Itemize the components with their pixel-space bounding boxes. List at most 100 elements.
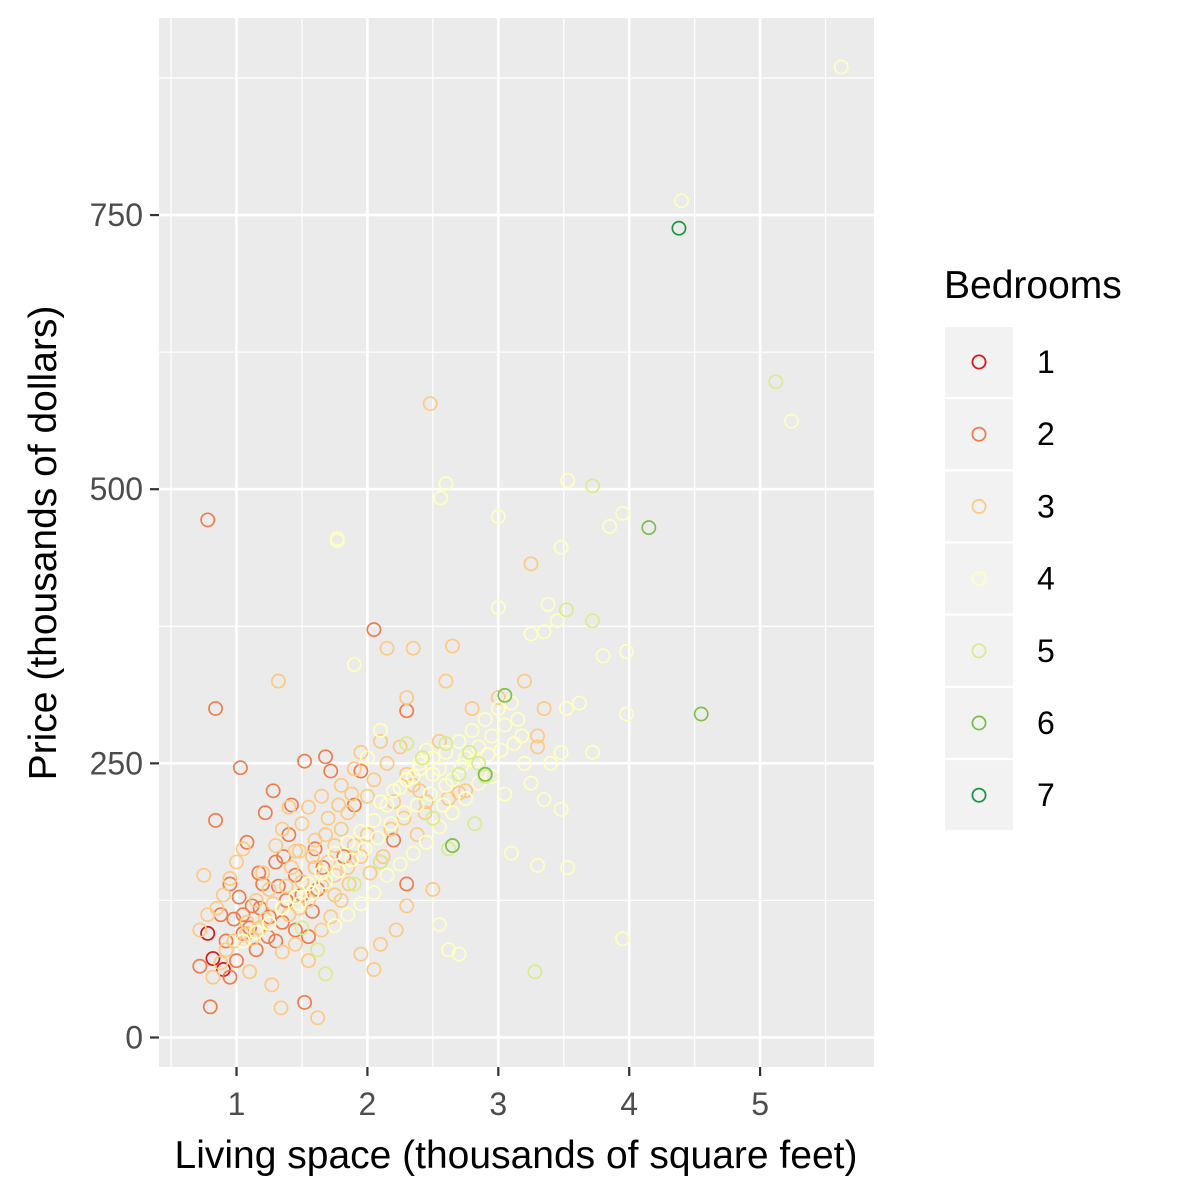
legend-key-bg: [945, 615, 1013, 686]
data-point-bedrooms-3: [323, 909, 339, 925]
data-point-bedrooms-4: [353, 823, 369, 839]
data-point-bedrooms-2: [222, 969, 238, 985]
data-point-bedrooms-4: [422, 786, 438, 802]
data-point-bedrooms-3: [255, 865, 271, 881]
data-point-bedrooms-4: [409, 797, 425, 813]
data-point-bedrooms-5: [462, 744, 477, 760]
data-point-bedrooms-4: [340, 834, 356, 850]
data-point-bedrooms-3: [287, 843, 303, 859]
data-point-bedrooms-3: [301, 799, 316, 815]
data-point-bedrooms-4: [553, 801, 569, 817]
data-point-bedrooms-2: [399, 876, 415, 892]
data-point-bedrooms-3: [287, 936, 303, 952]
data-point-bedrooms-3: [218, 942, 234, 958]
data-point-bedrooms-3: [291, 843, 307, 859]
data-point-bedrooms-3: [530, 739, 546, 755]
data-point-bedrooms-4: [497, 786, 513, 802]
data-point-bedrooms-3: [215, 887, 231, 903]
data-point-bedrooms-1: [205, 951, 221, 966]
data-point-bedrooms-3: [192, 922, 208, 938]
data-point-bedrooms-4: [553, 539, 569, 555]
data-point-bedrooms-4: [383, 816, 399, 832]
x-tick-label: 4: [620, 1086, 638, 1122]
data-point-bedrooms-4: [458, 790, 474, 806]
x-tick-label: 1: [228, 1086, 246, 1122]
data-point-bedrooms-5: [768, 374, 784, 390]
data-point-bedrooms-4: [517, 755, 532, 771]
data-point-bedrooms-4: [396, 805, 412, 821]
data-point-bedrooms-2: [297, 753, 313, 769]
data-point-bedrooms-4: [615, 931, 631, 947]
data-point-bedrooms-4: [506, 736, 522, 752]
data-point-bedrooms-3: [264, 977, 280, 993]
legend-title: Bedrooms: [944, 264, 1122, 307]
data-point-bedrooms-3: [422, 396, 438, 412]
data-point-bedrooms-2: [307, 841, 323, 857]
data-point-bedrooms-4: [536, 792, 552, 807]
data-point-bedrooms-3: [379, 755, 395, 771]
data-point-bedrooms-2: [323, 763, 339, 779]
data-point-bedrooms-4: [353, 896, 369, 912]
data-point-bedrooms-3: [213, 955, 229, 971]
data-point-bedrooms-4: [558, 701, 574, 716]
data-point-bedrooms-5: [558, 602, 574, 618]
data-point-bedrooms-4: [549, 613, 565, 629]
data-point-bedrooms-4: [327, 918, 343, 934]
data-point-bedrooms-5: [294, 920, 310, 936]
data-point-bedrooms-4: [595, 648, 611, 664]
data-point-bedrooms-4: [329, 531, 345, 546]
legend-key-symbol: [971, 354, 987, 370]
data-point-bedrooms-2: [229, 953, 244, 969]
data-point-bedrooms-3: [530, 728, 546, 744]
legend-label: 2: [1037, 416, 1055, 452]
data-point-bedrooms-3: [226, 933, 242, 949]
data-point-bedrooms-3: [405, 640, 421, 656]
data-point-bedrooms-1: [200, 925, 216, 941]
data-point-bedrooms-3: [257, 911, 273, 927]
legend-key-symbol: [971, 498, 987, 514]
data-point-bedrooms-4: [438, 744, 454, 760]
data-point-bedrooms-3: [346, 761, 362, 777]
data-point-bedrooms-4: [431, 761, 447, 777]
data-point-bedrooms-3: [412, 783, 428, 799]
data-point-bedrooms-2: [257, 805, 273, 821]
data-point-bedrooms-4: [553, 744, 569, 760]
data-point-bedrooms-2: [268, 933, 284, 949]
legend-key-bg: [945, 688, 1013, 758]
data-point-bedrooms-2: [232, 760, 248, 776]
data-point-bedrooms-3: [242, 964, 258, 980]
data-point-bedrooms-2: [222, 876, 238, 892]
data-point-bedrooms-3: [274, 821, 290, 837]
data-point-bedrooms-3: [294, 874, 310, 890]
data-point-bedrooms-4: [490, 701, 506, 716]
data-point-bedrooms-6: [445, 838, 460, 854]
data-point-bedrooms-4: [445, 805, 460, 821]
data-point-bedrooms-4: [602, 519, 618, 534]
data-point-bedrooms-2: [315, 860, 331, 875]
data-point-bedrooms-4: [514, 728, 530, 744]
data-point-bedrooms-3: [248, 892, 264, 908]
data-point-bedrooms-3: [314, 788, 330, 804]
data-point-bedrooms-2: [200, 512, 216, 528]
data-point-bedrooms-4: [572, 695, 587, 711]
data-point-bedrooms-3: [273, 1000, 289, 1016]
axes: 1 2 3 4 5 0 250 500 750: [90, 197, 769, 1122]
legend: Bedrooms 1 2 3 4 5 6 7: [944, 264, 1122, 831]
data-point-bedrooms-4: [346, 657, 362, 673]
data-point-bedrooms-4: [490, 509, 506, 525]
data-point-bedrooms-4: [560, 472, 576, 488]
data-point-bedrooms-5: [585, 613, 600, 629]
data-point-bedrooms-2: [202, 999, 218, 1015]
data-point-bedrooms-4: [484, 769, 500, 784]
data-point-bedrooms-4: [366, 812, 382, 828]
data-point-bedrooms-3: [229, 854, 244, 870]
data-point-bedrooms-5: [438, 736, 454, 752]
data-point-bedrooms-3: [523, 556, 539, 572]
x-axis-title: Living space (thousands of square feet): [175, 1134, 858, 1177]
data-point-bedrooms-2: [208, 701, 224, 716]
data-point-bedrooms-2: [366, 622, 382, 638]
data-point-bedrooms-3: [464, 701, 480, 716]
data-point-bedrooms-5: [346, 876, 362, 892]
data-point-bedrooms-4: [359, 750, 375, 766]
data-point-bedrooms-4: [433, 490, 449, 506]
